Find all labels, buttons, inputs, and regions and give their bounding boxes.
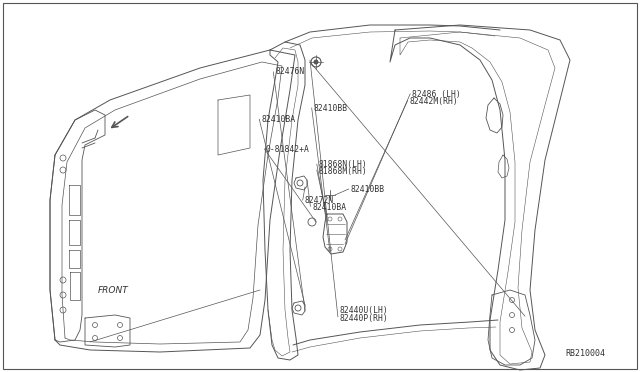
Text: RB210004: RB210004 xyxy=(565,349,605,358)
Text: 82440U(LH): 82440U(LH) xyxy=(339,306,388,315)
Text: 0-81842+A: 0-81842+A xyxy=(266,145,310,154)
Text: 82410BA: 82410BA xyxy=(261,115,295,124)
Text: 82410BA: 82410BA xyxy=(312,203,346,212)
Text: 81868N(LH): 81868N(LH) xyxy=(319,160,367,169)
Text: 82472N: 82472N xyxy=(305,196,334,205)
Text: FRONT: FRONT xyxy=(98,286,129,295)
Text: 82410BB: 82410BB xyxy=(351,185,385,194)
Circle shape xyxy=(314,60,319,64)
Text: 82486 (LH): 82486 (LH) xyxy=(412,90,461,99)
Text: 82410BB: 82410BB xyxy=(314,104,348,113)
Text: 81868M(RH): 81868M(RH) xyxy=(319,167,367,176)
Text: 82442M(RH): 82442M(RH) xyxy=(410,97,458,106)
Text: 82440P(RH): 82440P(RH) xyxy=(339,314,388,323)
Text: 82476N: 82476N xyxy=(275,67,305,76)
